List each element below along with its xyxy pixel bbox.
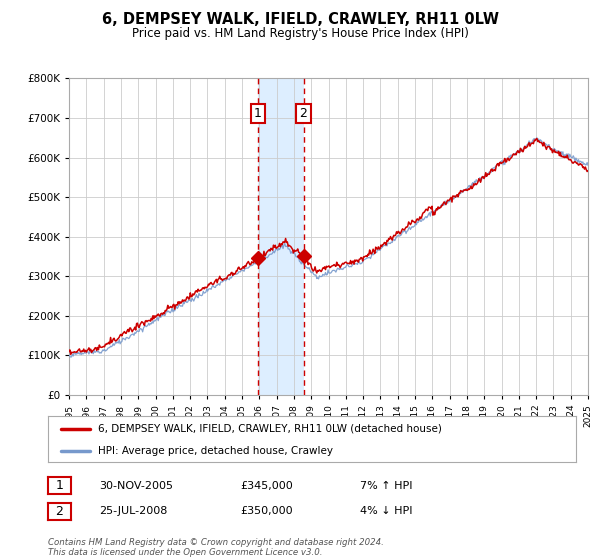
Text: 6, DEMPSEY WALK, IFIELD, CRAWLEY, RH11 0LW: 6, DEMPSEY WALK, IFIELD, CRAWLEY, RH11 0…: [101, 12, 499, 27]
Text: 7% ↑ HPI: 7% ↑ HPI: [360, 480, 413, 491]
Text: 25-JUL-2008: 25-JUL-2008: [99, 506, 167, 516]
Text: Price paid vs. HM Land Registry's House Price Index (HPI): Price paid vs. HM Land Registry's House …: [131, 27, 469, 40]
Text: £345,000: £345,000: [240, 480, 293, 491]
Text: 1: 1: [254, 107, 262, 120]
Text: 2: 2: [299, 107, 307, 120]
Text: 4% ↓ HPI: 4% ↓ HPI: [360, 506, 413, 516]
Text: £350,000: £350,000: [240, 506, 293, 516]
Text: 30-NOV-2005: 30-NOV-2005: [99, 480, 173, 491]
Text: Contains HM Land Registry data © Crown copyright and database right 2024.
This d: Contains HM Land Registry data © Crown c…: [48, 538, 384, 557]
Text: 1: 1: [55, 479, 64, 492]
Text: 6, DEMPSEY WALK, IFIELD, CRAWLEY, RH11 0LW (detached house): 6, DEMPSEY WALK, IFIELD, CRAWLEY, RH11 0…: [98, 424, 442, 434]
Text: 2: 2: [55, 505, 64, 518]
Text: HPI: Average price, detached house, Crawley: HPI: Average price, detached house, Craw…: [98, 446, 333, 455]
Bar: [258, 78, 304, 395]
